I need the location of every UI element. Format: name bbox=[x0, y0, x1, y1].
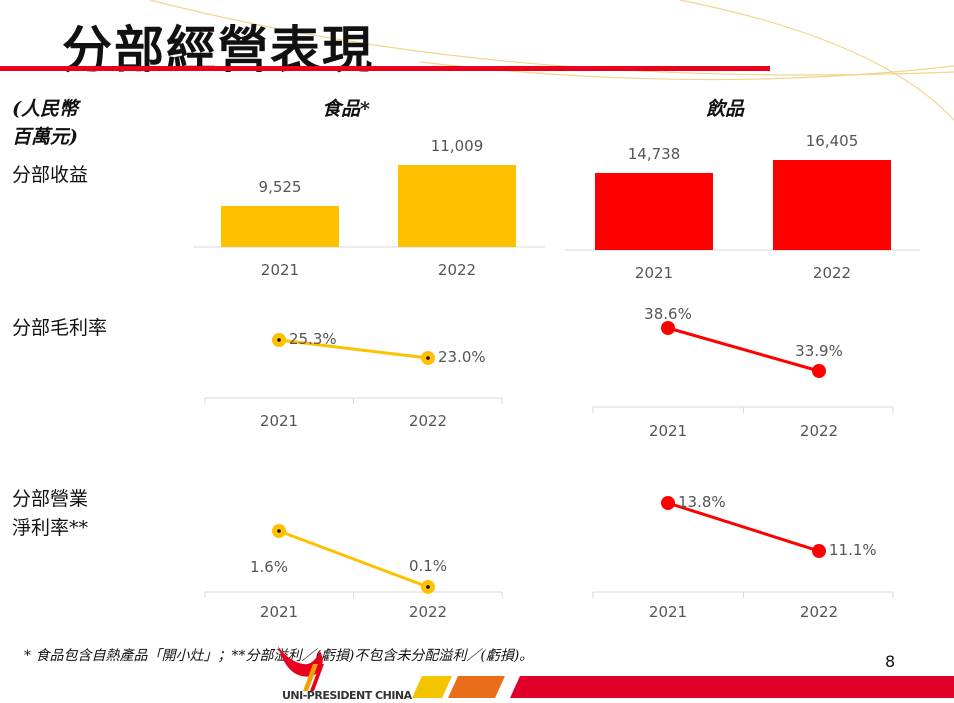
food-revenue-data-label-2021: 9,525 bbox=[258, 177, 302, 196]
food-net-margin-data-label-2021: 1.6% bbox=[249, 558, 289, 576]
beverage-revenue-bar-2021 bbox=[595, 172, 713, 250]
food-revenue-tick-label-2021: 2021 bbox=[260, 261, 300, 279]
food-net-margin-tick-label-2022: 2022 bbox=[408, 603, 448, 621]
beverage-gross-margin-tick-label-2021: 2021 bbox=[648, 422, 688, 440]
row-label-revenue: 分部收益 bbox=[12, 164, 89, 186]
beverage-net-margin-point-2021 bbox=[661, 496, 675, 510]
footnote: * 食品包含自熱產品「開小灶」；**分部溢利／(虧損)不包含未分配溢利／(虧損)… bbox=[24, 648, 534, 664]
page-number: 8 bbox=[885, 652, 896, 671]
beverage-net-margin-data-label-2022: 11.1% bbox=[829, 541, 877, 560]
food-revenue-bar-2022 bbox=[398, 164, 516, 247]
segment-header-beverage: 飲品 bbox=[706, 98, 745, 120]
food-gross-margin-data-label-2022: 23.0% bbox=[438, 348, 486, 366]
food-net-margin-point-center-2022 bbox=[426, 585, 430, 589]
title-underline bbox=[0, 66, 770, 71]
beverage-net-margin-series-line bbox=[667, 501, 820, 553]
beverage-net-margin-tick-label-2022: 2022 bbox=[799, 603, 839, 621]
food-gross-margin-series-line bbox=[278, 338, 429, 360]
beverage-revenue-tick-label-2022: 2022 bbox=[812, 264, 852, 282]
row-label-gross-margin: 分部毛利率 bbox=[12, 317, 108, 339]
food-net-margin-point-center-2021 bbox=[277, 529, 281, 533]
beverage-gross-margin-point-2022 bbox=[812, 364, 826, 379]
food-gross-margin-point-center-2022 bbox=[426, 356, 430, 360]
beverage-revenue-tick-label-2021: 2021 bbox=[634, 264, 674, 282]
beverage-revenue-data-label-2022: 16,405 bbox=[805, 131, 859, 150]
food-revenue-tick-label-2022: 2022 bbox=[437, 261, 477, 279]
beverage-gross-margin-data-label-2022: 33.9% bbox=[795, 342, 843, 360]
unit-label-1: (人民幣 bbox=[12, 98, 78, 120]
food-gross-margin-tick-label-2022: 2022 bbox=[408, 412, 448, 430]
row-label-net-margin-2: 淨利率** bbox=[12, 517, 89, 539]
unit-label-2: 百萬元) bbox=[12, 126, 78, 148]
uni-president-logo bbox=[278, 646, 324, 691]
food-revenue-data-label-2022: 11,009 bbox=[430, 136, 484, 155]
beverage-net-margin-data-label-2021: 13.8% bbox=[678, 493, 726, 511]
beverage-revenue-data-label-2021: 14,738 bbox=[627, 144, 681, 163]
food-net-margin-tick-label-2021: 2021 bbox=[259, 603, 299, 621]
footer-stripes bbox=[412, 676, 954, 698]
beverage-net-margin-point-2022 bbox=[812, 544, 826, 559]
food-gross-margin-point-center-2021 bbox=[277, 338, 281, 342]
food-gross-margin-data-label-2021: 25.3% bbox=[289, 330, 337, 348]
segment-header-food: 食品* bbox=[322, 98, 370, 120]
food-revenue-bar-2021 bbox=[221, 205, 339, 247]
beverage-gross-margin-point-2021 bbox=[661, 321, 675, 335]
beverage-gross-margin-data-label-2021: 38.6% bbox=[644, 305, 692, 323]
beverage-revenue-bar-2022 bbox=[773, 159, 891, 250]
beverage-net-margin-tick-label-2021: 2021 bbox=[648, 603, 688, 621]
beverage-gross-margin-series-line bbox=[667, 326, 820, 373]
beverage-gross-margin-tick-label-2022: 2022 bbox=[799, 422, 839, 440]
food-net-margin-data-label-2022: 0.1% bbox=[408, 556, 448, 575]
logo-text: UNI-PRESIDENT CHINA bbox=[282, 689, 412, 702]
food-gross-margin-tick-label-2021: 2021 bbox=[259, 412, 299, 430]
row-label-net-margin-1: 分部營業 bbox=[12, 488, 89, 510]
food-net-margin-series-line bbox=[278, 529, 429, 589]
